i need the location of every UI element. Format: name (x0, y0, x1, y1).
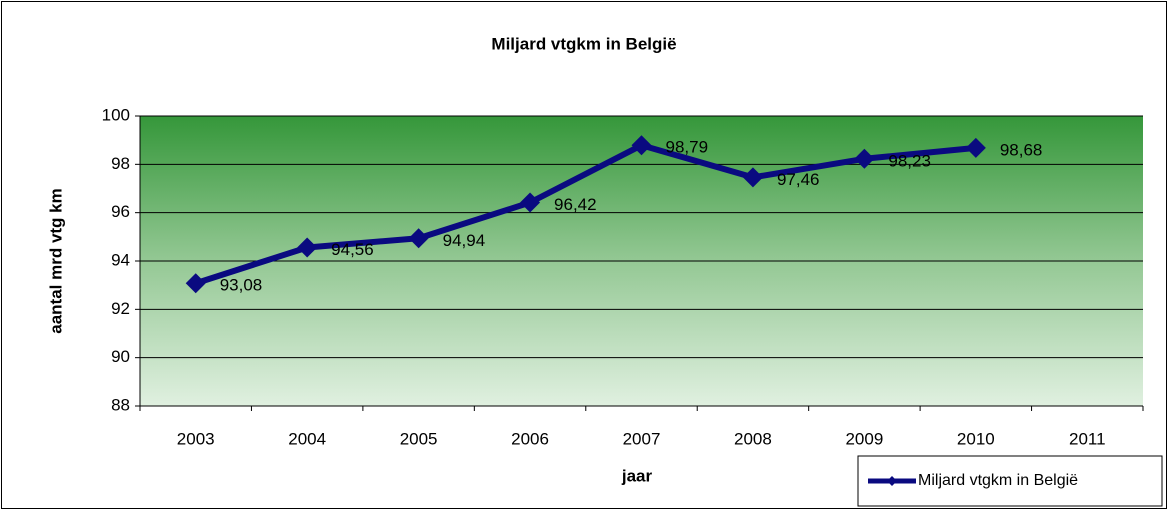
x-tick-label: 2008 (734, 429, 772, 448)
y-tick-label: 100 (102, 105, 130, 124)
x-tick-label: 2004 (288, 429, 326, 448)
y-tick-label: 96 (111, 202, 130, 221)
data-label: 98,79 (666, 138, 709, 157)
data-label: 98,23 (888, 151, 931, 170)
chart-title: Miljard vtgkm in België (491, 34, 676, 53)
x-tick-label: 2009 (845, 429, 883, 448)
marker (631, 135, 652, 156)
data-label: 94,56 (331, 240, 374, 259)
data-label: 94,94 (443, 231, 486, 250)
x-tick-label: 2003 (177, 429, 215, 448)
y-tick-label: 92 (111, 299, 130, 318)
y-tick-label: 88 (111, 395, 130, 414)
marker (185, 273, 206, 294)
x-tick-label: 2011 (1069, 429, 1106, 448)
x-tick-label: 2005 (400, 429, 438, 448)
legend-marker (887, 476, 897, 486)
marker (297, 237, 318, 258)
x-tick-label: 2010 (957, 429, 995, 448)
data-label: 98,68 (1000, 140, 1043, 159)
y-axis-label: aantal mrd vtg km (46, 188, 65, 334)
y-tick-label: 98 (111, 154, 130, 173)
x-tick-label: 2007 (623, 429, 661, 448)
line (194, 142, 977, 287)
data-label: 96,42 (554, 195, 597, 214)
x-tick-label: 2006 (511, 429, 549, 448)
data-label: 97,46 (777, 170, 820, 189)
marker (742, 167, 763, 188)
marker (520, 192, 541, 213)
marker (965, 137, 986, 158)
y-tick-label: 94 (111, 250, 130, 269)
x-axis-label: jaar (621, 466, 653, 485)
y-tick-label: 90 (111, 347, 130, 366)
marker (408, 228, 429, 249)
legend-label: Miljard vtgkm in België (918, 472, 1078, 489)
data-label: 93,08 (220, 276, 263, 295)
marker (854, 148, 875, 169)
